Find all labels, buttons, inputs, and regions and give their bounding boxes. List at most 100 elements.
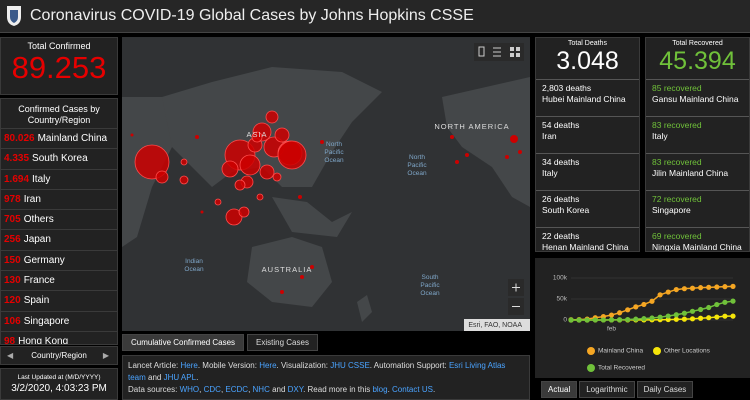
data-point — [689, 308, 696, 314]
country-row[interactable]: 256 Japan — [1, 230, 117, 251]
country-row[interactable]: 4.335 South Korea — [1, 149, 117, 170]
land-nz — [357, 295, 372, 322]
deaths-count: 34 deaths — [542, 157, 580, 167]
map-label: AUSTRALIA — [262, 265, 313, 274]
map-tab[interactable]: Existing Cases — [247, 334, 318, 351]
legend-swatch — [653, 347, 661, 355]
data-point — [617, 317, 623, 323]
recovered-place: Italy — [652, 131, 668, 141]
country-row[interactable]: 1.694 Italy — [1, 170, 117, 190]
recovered-row[interactable]: 85 recovered Gansu Mainland China — [646, 80, 749, 117]
country-name: Singapore — [23, 315, 70, 327]
country-row[interactable]: 106 Singapore — [1, 312, 117, 332]
data-point — [657, 292, 663, 298]
country-name: Hong Kong — [18, 335, 69, 345]
country-row[interactable]: 150 Germany — [1, 251, 117, 272]
grid-icon[interactable] — [510, 47, 520, 57]
info-link[interactable]: Here — [180, 361, 198, 370]
country-row[interactable]: 98 Hong Kong — [1, 332, 117, 345]
country-row[interactable]: 130 France — [1, 271, 117, 292]
info-link[interactable]: WHO — [179, 385, 200, 394]
data-point — [625, 307, 631, 313]
info-link[interactable]: JHU APL — [163, 373, 197, 382]
chart-tab[interactable]: Daily Cases — [636, 381, 694, 398]
country-name: Iran — [23, 193, 41, 205]
info-link[interactable]: ECDC — [225, 385, 249, 394]
deaths-row[interactable]: 22 deaths Henan Mainland China — [536, 228, 639, 252]
bookmark-icon[interactable] — [478, 46, 485, 57]
deaths-count: 2,803 deaths — [542, 83, 592, 93]
map-label: NORTH AMERICA — [434, 122, 509, 131]
data-point — [689, 285, 696, 291]
y-tick-label: 0 — [563, 317, 567, 324]
deaths-list[interactable]: 2,803 deaths Hubei Mainland China 54 death… — [536, 80, 639, 252]
nav-prev[interactable]: ◀ — [7, 351, 14, 360]
recovered-count: 83 recovered — [652, 120, 702, 130]
info-link[interactable]: CDC — [203, 385, 221, 394]
deaths-place: Italy — [542, 168, 558, 178]
info-link[interactable]: blog — [372, 385, 388, 394]
data-point — [730, 298, 736, 304]
nav-next[interactable]: ▶ — [102, 351, 109, 360]
country-count: 80.026 — [4, 133, 35, 144]
country-name: Spain — [23, 295, 50, 307]
recovered-place: Gansu Mainland China — [652, 94, 739, 104]
info-text: Lancet Article: — [128, 361, 181, 370]
deaths-count: 22 deaths — [542, 231, 580, 241]
recovered-place: Jilin Mainland China — [652, 168, 729, 178]
legend-swatch — [587, 364, 595, 372]
recovered-row[interactable]: 83 recovered Jilin Mainland China — [646, 154, 749, 191]
map[interactable]: ASIA NORTH AMERICA AUSTRALIA North Pacific Oc… — [122, 37, 530, 331]
country-count: 1.694 — [4, 173, 30, 185]
data-point — [698, 306, 704, 313]
deaths-row[interactable]: 34 deaths Italy — [536, 154, 639, 191]
data-point — [673, 316, 679, 322]
attribution-box — [464, 319, 530, 331]
country-name: Mainland China — [37, 133, 108, 144]
list-icon[interactable] — [493, 47, 501, 57]
info-text: . — [432, 385, 436, 394]
info-link[interactable]: DXY — [287, 385, 304, 394]
x-tick-label: feb — [607, 326, 616, 333]
data-point — [673, 312, 679, 318]
info-link[interactable]: Esri Living Atlas team — [128, 361, 506, 382]
deaths-panel: Total Deaths 3.048 2,803 deaths Hubei Mai… — [535, 37, 640, 252]
recovered-list[interactable]: 85 recovered Gansu Mainland China 83 recov… — [646, 80, 749, 251]
country-list[interactable]: 80.026 Mainland China 4.335 South Korea 1.69… — [1, 129, 117, 345]
legend-swatch — [587, 347, 595, 355]
attribution: Esri, FAO, NOAA — [468, 322, 522, 329]
data-point — [722, 299, 728, 305]
info-link[interactable]: JHU CSSE — [330, 361, 370, 370]
map-label: North Pacific Ocean — [324, 141, 344, 164]
data-point — [649, 315, 655, 321]
recovered-row[interactable]: 83 recovered Italy — [646, 117, 749, 154]
deaths-row[interactable]: 2,803 deaths Hubei Mainland China — [536, 80, 639, 117]
data-point — [568, 317, 574, 323]
recovered-count: 85 recovered — [652, 83, 702, 93]
data-point — [665, 313, 671, 319]
data-point — [722, 284, 728, 290]
country-name: Italy — [32, 173, 51, 185]
recovered-row[interactable]: 69 recovered Ningxia Mainland China — [646, 228, 749, 251]
country-row[interactable]: 705 Others — [1, 210, 117, 231]
country-row[interactable]: 120 Spain — [1, 291, 117, 312]
info-link[interactable]: NHC — [252, 385, 270, 394]
deaths-row[interactable]: 26 deaths South Korea — [536, 191, 639, 228]
data-point — [657, 314, 663, 320]
recovered-row[interactable]: 72 recovered Singapore — [646, 191, 749, 228]
map-tab[interactable]: Cumulative Confirmed Cases — [122, 334, 245, 351]
country-row[interactable]: 80.026 Mainland China — [1, 129, 117, 150]
recovered-value: 45.394 — [646, 47, 749, 80]
country-row[interactable]: 978 Iran — [1, 190, 117, 211]
map-tools[interactable] — [474, 43, 524, 315]
data-point — [681, 316, 687, 322]
info-link[interactable]: Contact US — [392, 385, 433, 394]
deaths-row[interactable]: 54 deaths Iran — [536, 117, 639, 154]
country-name: South Korea — [32, 153, 88, 165]
logo — [7, 6, 21, 26]
chart-tab[interactable]: Logarithmic — [579, 381, 635, 398]
chart-tab[interactable]: Actual — [541, 381, 578, 398]
deaths-place: Henan Mainland China — [542, 242, 629, 252]
y-tick-label: 100k — [553, 275, 568, 282]
info-link[interactable]: Here — [259, 361, 277, 370]
